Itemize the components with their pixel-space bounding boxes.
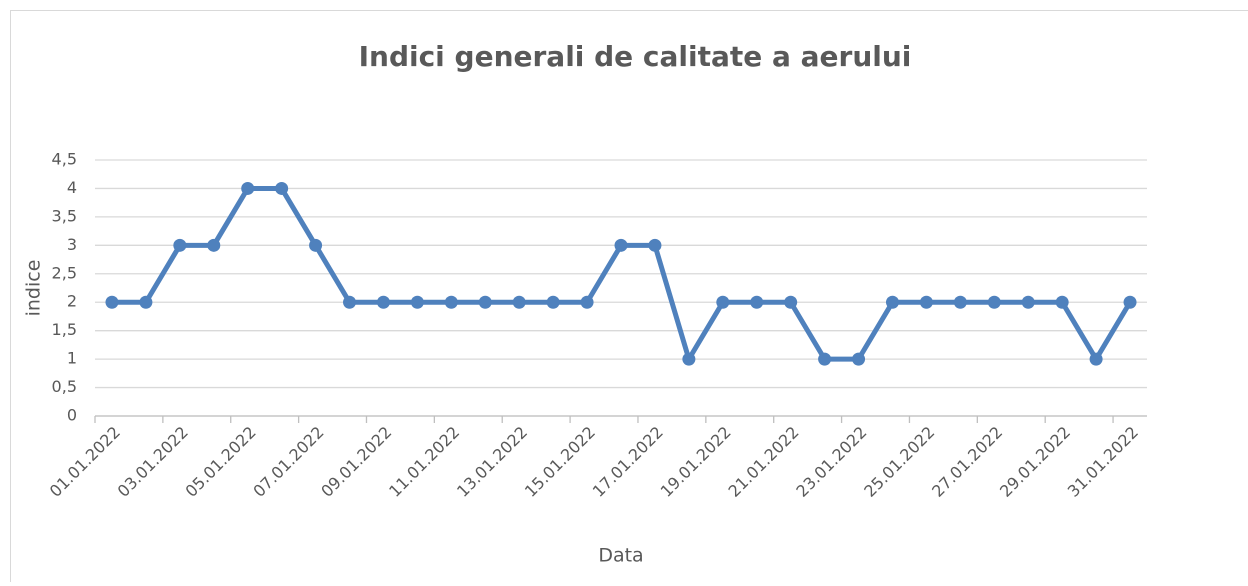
data-point <box>241 182 254 195</box>
y-tick-label: 0,5 <box>52 377 77 396</box>
data-point <box>343 296 356 309</box>
y-tick-label: 1,5 <box>52 320 77 339</box>
data-point <box>105 296 118 309</box>
y-tick-label: 1 <box>67 349 77 368</box>
x-axis-label: Data <box>598 545 643 567</box>
data-point <box>988 296 1001 309</box>
data-point <box>1090 353 1103 366</box>
y-axis-label: indice <box>23 260 45 317</box>
data-point <box>716 296 729 309</box>
data-point <box>139 296 152 309</box>
data-point <box>445 296 458 309</box>
y-tick-label: 3,5 <box>52 206 77 225</box>
data-point <box>1124 296 1137 309</box>
y-tick-label: 2,5 <box>52 263 77 282</box>
data-point <box>547 296 560 309</box>
data-point <box>513 296 526 309</box>
data-point <box>173 239 186 252</box>
data-point <box>377 296 390 309</box>
y-tick-label: 0 <box>67 406 77 425</box>
data-point <box>309 239 322 252</box>
y-tick-label: 4,5 <box>52 150 77 169</box>
y-tick-label: 4 <box>67 178 77 197</box>
data-point <box>1022 296 1035 309</box>
data-point <box>784 296 797 309</box>
y-tick-label: 3 <box>67 235 77 254</box>
y-tick-label: 2 <box>67 292 77 311</box>
data-point <box>648 239 661 252</box>
data-point <box>750 296 763 309</box>
data-point <box>581 296 594 309</box>
data-point <box>615 239 628 252</box>
data-point <box>818 353 831 366</box>
data-point <box>275 182 288 195</box>
data-point <box>954 296 967 309</box>
data-point <box>207 239 220 252</box>
data-point <box>1056 296 1069 309</box>
data-point <box>682 353 695 366</box>
chart-title: Indici generali de calitate a aerului <box>359 40 912 73</box>
data-point <box>886 296 899 309</box>
data-point <box>852 353 865 366</box>
data-point <box>479 296 492 309</box>
data-point <box>411 296 424 309</box>
data-point <box>920 296 933 309</box>
